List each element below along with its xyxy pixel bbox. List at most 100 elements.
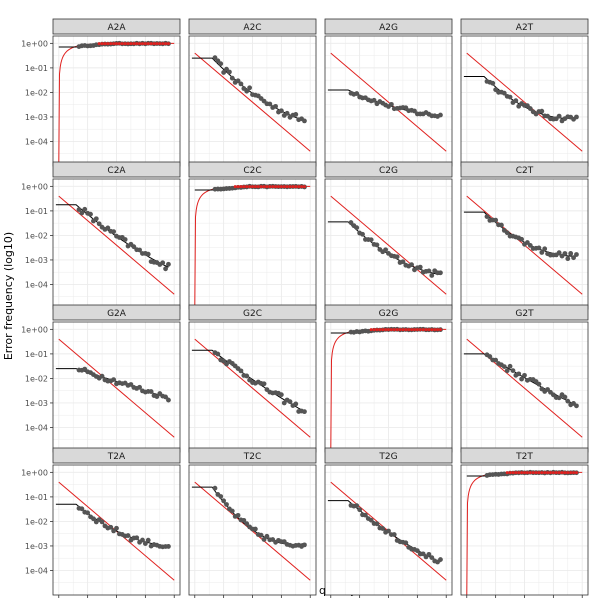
nominal-point-overlay [300, 185, 304, 189]
observed-error-point [574, 403, 579, 409]
observed-error-point [403, 105, 409, 111]
observed-error-point [519, 376, 525, 382]
facet-strip [324, 447, 453, 464]
nominal-point-overlay [158, 42, 162, 46]
nominal-point-overlay [563, 471, 567, 475]
observed-error-point [493, 357, 499, 363]
facet-strip-label: T2T [515, 452, 533, 462]
panel-grid-lines [189, 322, 316, 452]
observed-error-point [568, 251, 574, 256]
observed-error-point [386, 528, 391, 534]
nominal-error-line [330, 195, 447, 295]
y-tick-label: 1e-04 [25, 137, 48, 146]
nominal-point-overlay [115, 42, 118, 46]
observed-error-point [218, 494, 224, 499]
observed-error-point [131, 244, 137, 250]
nominal-point-overlay [401, 328, 405, 332]
nominal-point-overlay [262, 185, 266, 189]
observed-error-point [278, 108, 284, 114]
facet-strip [52, 18, 181, 35]
nominal-error-line [58, 338, 175, 438]
nominal-point-overlay [436, 328, 440, 332]
observed-error-point [354, 503, 360, 509]
nominal-point-overlay [404, 328, 408, 332]
observed-error-point [426, 551, 432, 557]
observed-error-point [122, 237, 128, 242]
nominal-point-overlay [239, 185, 243, 189]
facet-strip-label: C2T [516, 166, 534, 176]
observed-error-point [513, 98, 519, 104]
nominal-point-overlay [97, 42, 101, 46]
observed-error-point [409, 262, 414, 268]
observed-error-point [412, 108, 417, 114]
observed-error-point [556, 113, 562, 119]
observed-error-point [166, 544, 171, 549]
nominal-point-overlay [566, 471, 570, 475]
facet-panel-a2a: A2A 1e+00 1e-01 1e-02 1e-03 1e-04 [21, 18, 181, 167]
observed-error-point [99, 519, 105, 525]
nominal-point-overlay [540, 471, 544, 475]
y-tick-label: 1e-04 [25, 566, 48, 575]
facet-panel-c2a: C2A 1e+00 1e-01 1e-02 1e-03 1e-04 [21, 161, 181, 310]
observed-error-point [507, 363, 513, 369]
observed-error-point [357, 507, 363, 513]
observed-error-point [400, 259, 406, 265]
facet-strip-label: G2A [107, 309, 127, 319]
observed-error-point [134, 535, 140, 541]
panel-grid-lines [53, 322, 180, 452]
observed-error-point [536, 381, 542, 387]
observed-error-point [93, 216, 99, 222]
observed-error-point [556, 250, 562, 256]
observed-error-point [501, 90, 507, 96]
y-tick-label: 1e+00 [21, 325, 48, 334]
nominal-point-overlay [146, 42, 150, 46]
observed-error-point [284, 110, 290, 116]
observed-error-point [426, 268, 432, 274]
y-tick-label: 1e-02 [25, 231, 48, 240]
panel-grid-lines [189, 36, 316, 166]
nominal-point-overlay [117, 42, 121, 46]
observed-error-point [368, 517, 374, 523]
nominal-point-overlay [378, 328, 382, 332]
observed-error-point [125, 533, 131, 538]
facet-panel-t2t: T2T010203040 [460, 447, 589, 598]
nominal-point-overlay [126, 42, 130, 46]
nominal-point-overlay [285, 185, 289, 189]
observed-error-point [145, 537, 151, 543]
observed-error-point [137, 384, 142, 390]
panel-grid-lines [325, 465, 452, 595]
y-axis-title: Error frequency (log10) [2, 232, 15, 360]
panel-data [327, 52, 447, 152]
nominal-point-overlay [297, 185, 301, 189]
facet-strip [188, 447, 317, 464]
nominal-point-overlay [505, 471, 509, 475]
facet-panel-g2a: G2A 1e+00 1e-01 1e-02 1e-03 1e-04 [21, 304, 181, 453]
nominal-point-overlay [123, 42, 127, 46]
panel-grid-lines [325, 36, 452, 166]
observed-error-point [261, 381, 267, 387]
facet-panel-t2c: T2C010203040 [188, 447, 317, 598]
nominal-point-overlay [433, 328, 437, 332]
observed-error-point [105, 225, 111, 231]
nominal-point-overlay [574, 471, 578, 475]
nominal-point-overlay [412, 328, 416, 332]
nominal-point-overlay [537, 471, 541, 475]
facet-strip [188, 304, 317, 321]
y-tick-label: 1e-03 [25, 399, 48, 408]
nominal-point-overlay [548, 471, 552, 475]
nominal-point-overlay [560, 471, 564, 475]
observed-error-point [499, 222, 504, 228]
panel-data [191, 481, 311, 581]
nominal-point-overlay [256, 185, 260, 189]
observed-error-point [562, 394, 568, 400]
nominal-point-overlay [418, 328, 422, 332]
observed-error-point [363, 512, 368, 518]
nominal-point-overlay [415, 328, 419, 332]
observed-error-point [85, 510, 91, 516]
observed-error-point [241, 517, 247, 523]
nominal-point-overlay [389, 328, 393, 332]
observed-error-point [273, 103, 278, 109]
observed-error-point [516, 371, 522, 377]
